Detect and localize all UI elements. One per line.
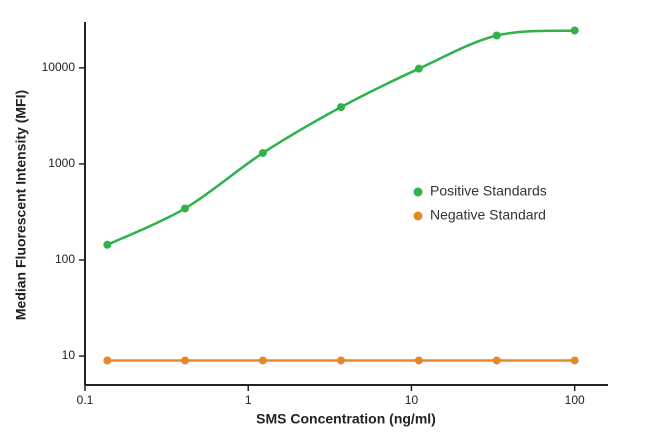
data-point bbox=[492, 356, 501, 365]
y-tick-label: 1000 bbox=[48, 156, 75, 170]
data-point bbox=[570, 356, 579, 365]
x-tick-label: 100 bbox=[565, 393, 585, 407]
data-point bbox=[181, 356, 190, 365]
data-point bbox=[258, 148, 267, 157]
x-tick-label: 0.1 bbox=[77, 393, 94, 407]
x-tick-label: 1 bbox=[245, 393, 252, 407]
x-tick-label: 10 bbox=[405, 393, 419, 407]
y-tick-label: 10 bbox=[62, 348, 76, 362]
data-point bbox=[103, 240, 112, 249]
legend-marker bbox=[413, 211, 423, 221]
legend-text: Positive Standards bbox=[430, 183, 547, 199]
x-axis-label: SMS Concentration (ng/ml) bbox=[256, 411, 436, 427]
data-point bbox=[414, 64, 423, 73]
y-axis-label: Median Fluorescent Intensity (MFI) bbox=[13, 90, 29, 320]
data-point bbox=[414, 356, 423, 365]
y-tick-label: 100 bbox=[55, 252, 75, 266]
data-point bbox=[103, 356, 112, 365]
data-point bbox=[181, 204, 190, 213]
data-point bbox=[258, 356, 267, 365]
legend-marker bbox=[413, 187, 423, 197]
data-point bbox=[570, 26, 579, 35]
y-tick-label: 10000 bbox=[42, 60, 76, 74]
data-point bbox=[492, 31, 501, 40]
data-point bbox=[336, 356, 345, 365]
data-point bbox=[336, 103, 345, 112]
legend-text: Negative Standard bbox=[430, 207, 546, 223]
